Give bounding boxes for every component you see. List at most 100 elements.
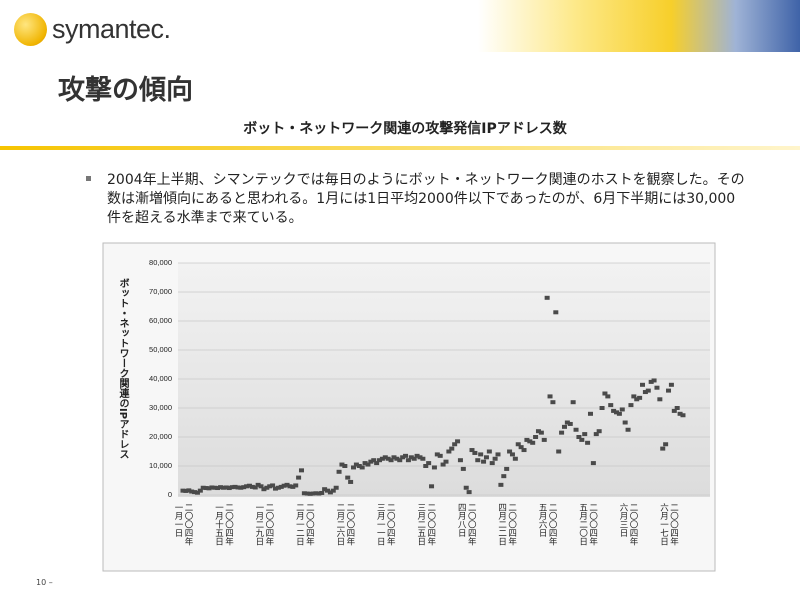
y-tick-label: 60,000 [149, 316, 172, 325]
point [365, 462, 371, 467]
point [666, 388, 672, 393]
point [489, 461, 495, 466]
point [524, 437, 530, 442]
x-tick-label: 二〇〇四年四月二二日 [496, 503, 517, 546]
point [183, 488, 189, 493]
point [382, 455, 388, 460]
point [466, 490, 472, 495]
point [388, 458, 394, 463]
point [313, 491, 319, 496]
point [319, 490, 325, 495]
point [550, 400, 556, 405]
point [671, 408, 677, 413]
point [180, 488, 186, 493]
point [559, 430, 565, 435]
point [596, 429, 602, 434]
point [238, 485, 244, 490]
point [296, 475, 302, 480]
point [593, 432, 599, 437]
point [189, 489, 195, 494]
point [241, 485, 247, 490]
point [541, 437, 547, 442]
point [587, 411, 593, 416]
point [232, 484, 238, 489]
point [348, 479, 354, 484]
point [322, 487, 328, 492]
point [270, 483, 276, 488]
point [573, 427, 579, 432]
point [405, 458, 411, 463]
point [527, 439, 533, 444]
point [223, 485, 229, 490]
point [463, 485, 469, 490]
point [495, 452, 501, 457]
point [385, 456, 391, 461]
point [521, 448, 527, 453]
point [261, 487, 267, 492]
point [267, 484, 273, 489]
point [255, 482, 261, 487]
point [570, 400, 576, 405]
point [614, 410, 619, 415]
point [642, 390, 648, 395]
point [293, 483, 299, 488]
x-tick-label: 二〇〇四年二月二六日 [334, 503, 355, 546]
point [507, 449, 513, 454]
point [206, 486, 212, 491]
point [325, 488, 330, 493]
point [530, 440, 536, 445]
point [504, 466, 510, 471]
x-tick-label: 二〇〇四年一月一日 [173, 503, 193, 546]
point [235, 485, 241, 490]
point [440, 462, 446, 467]
point [200, 485, 206, 490]
point [501, 474, 507, 479]
point [246, 483, 252, 488]
point [437, 453, 443, 458]
point [275, 485, 281, 490]
point [475, 458, 481, 463]
point [611, 408, 617, 413]
point [582, 432, 588, 437]
point [498, 482, 504, 487]
point [379, 456, 385, 461]
point [680, 413, 686, 418]
point [469, 448, 475, 453]
point [619, 407, 625, 412]
x-tick-label: 二〇〇四年五月二〇日 [577, 503, 598, 546]
page-number: 10 – [36, 578, 53, 587]
point [351, 465, 357, 470]
x-tick-label: 二〇〇四年三月二五日 [415, 503, 436, 546]
point [677, 411, 683, 416]
point [637, 395, 643, 400]
point [579, 437, 585, 442]
point [362, 461, 368, 466]
point [478, 452, 484, 457]
point [272, 486, 278, 491]
y-tick-label: 80,000 [149, 258, 172, 267]
point [197, 488, 203, 493]
point [244, 484, 250, 489]
point [605, 394, 611, 399]
point [625, 427, 631, 432]
point [278, 484, 284, 489]
point [417, 455, 423, 460]
point [645, 388, 651, 393]
point [481, 459, 487, 464]
y-tick-label: 0 [168, 490, 172, 499]
point [394, 456, 400, 461]
point [590, 461, 596, 466]
plot-area [178, 263, 710, 497]
y-tick-label: 20,000 [149, 432, 172, 441]
point [674, 406, 680, 410]
point [599, 406, 605, 410]
point [414, 453, 420, 458]
point [330, 488, 336, 493]
point [301, 491, 307, 496]
point [657, 397, 663, 402]
point [576, 435, 582, 439]
point [192, 490, 198, 495]
point [336, 469, 342, 474]
